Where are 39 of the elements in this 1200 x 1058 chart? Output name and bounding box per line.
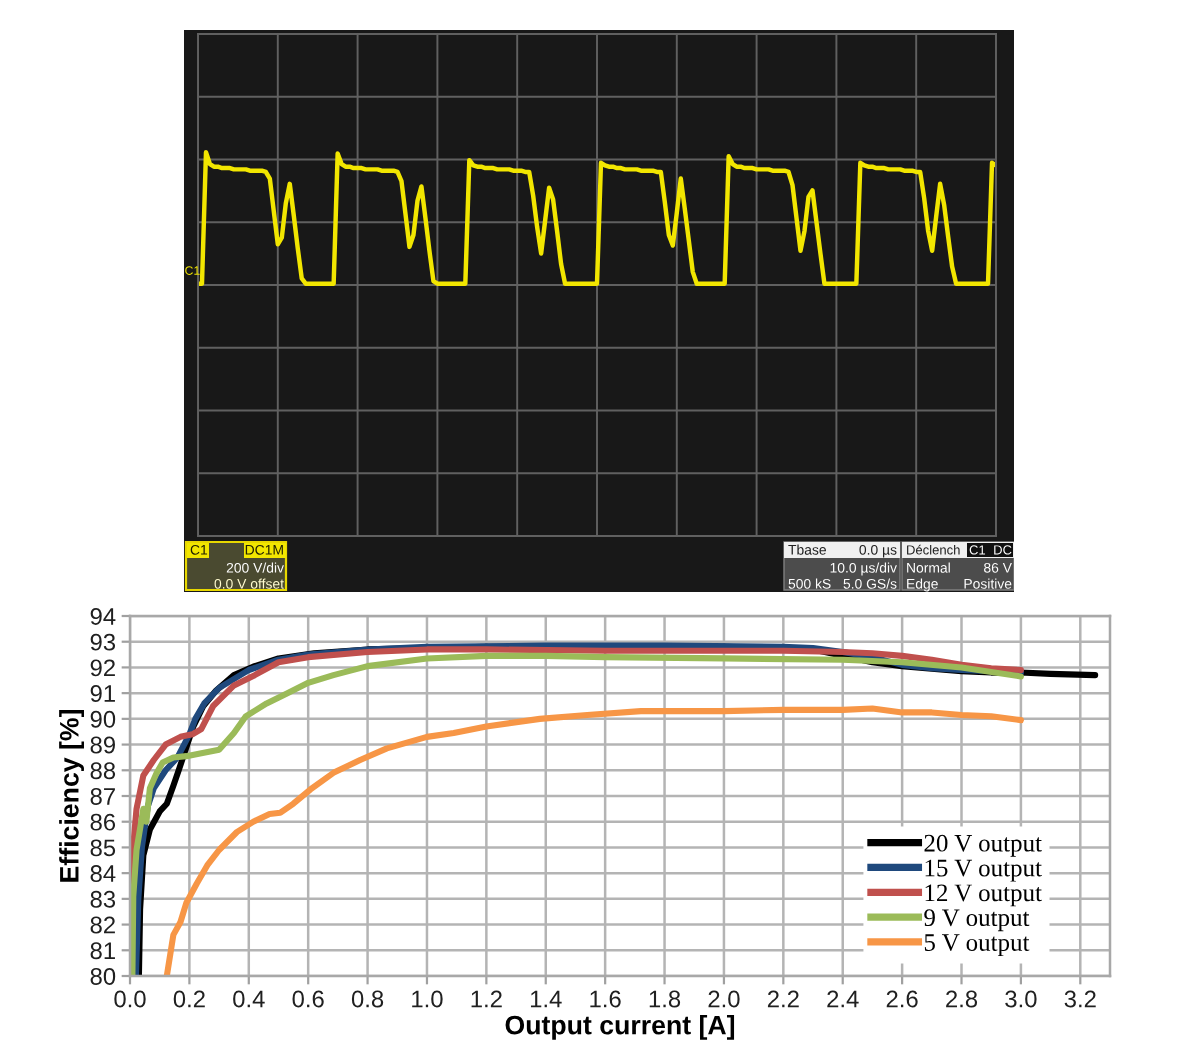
y-tick-label: 89 <box>90 736 115 754</box>
y-tick-label: 94 <box>90 607 116 625</box>
x-tick-label: 1.2 <box>471 990 502 1008</box>
x-axis-title: Output current [A] <box>505 1014 735 1040</box>
legend-label: 12 V output <box>925 884 1042 907</box>
y-tick-label: 81 <box>90 942 115 960</box>
y-tick-label: 87 <box>90 787 115 805</box>
legend-label: 5 V output <box>924 934 1030 956</box>
y-axis-title: Efficiency [%] <box>59 710 84 882</box>
y-tick-label: 86 <box>90 813 116 831</box>
x-tick-label: 2.8 <box>946 990 978 1008</box>
x-tick-label: 2.6 <box>886 990 918 1008</box>
y-tick-label: 92 <box>90 659 115 677</box>
legend-label: 20 V output <box>924 834 1042 857</box>
y-tick-label: 90 <box>90 710 116 728</box>
y-tick-label: 88 <box>90 762 116 780</box>
y-tick-label: 80 <box>90 967 116 985</box>
x-tick-label: 3.0 <box>1005 990 1037 1008</box>
x-tick-label: 2.2 <box>767 990 799 1008</box>
x-tick-label: 1.4 <box>530 990 562 1008</box>
y-tick-label: 91 <box>90 685 115 703</box>
x-tick-label: 0.2 <box>173 990 205 1008</box>
y-tick-label: 93 <box>90 633 116 651</box>
y-tick-label: 82 <box>90 916 115 934</box>
x-tick-label: 1.8 <box>649 990 681 1008</box>
x-tick-label: 2.0 <box>708 990 740 1008</box>
y-tick-label: 84 <box>90 865 116 883</box>
x-tick-label: 1.0 <box>412 990 443 1008</box>
legend-label: 15 V output <box>925 859 1042 882</box>
x-tick-label: 0.4 <box>233 990 265 1008</box>
x-tick-label: 0.8 <box>351 990 384 1008</box>
legend-label: 9 V output <box>924 909 1030 932</box>
x-tick-label: 1.6 <box>590 990 621 1008</box>
y-tick-label: 85 <box>90 839 116 857</box>
x-tick-label: 0.6 <box>292 990 324 1008</box>
x-tick-label: 0.0 <box>114 990 146 1008</box>
y-tick-label: 83 <box>90 890 116 908</box>
x-tick-label: 2.4 <box>827 990 859 1008</box>
x-tick-label: 3.2 <box>1064 990 1096 1008</box>
